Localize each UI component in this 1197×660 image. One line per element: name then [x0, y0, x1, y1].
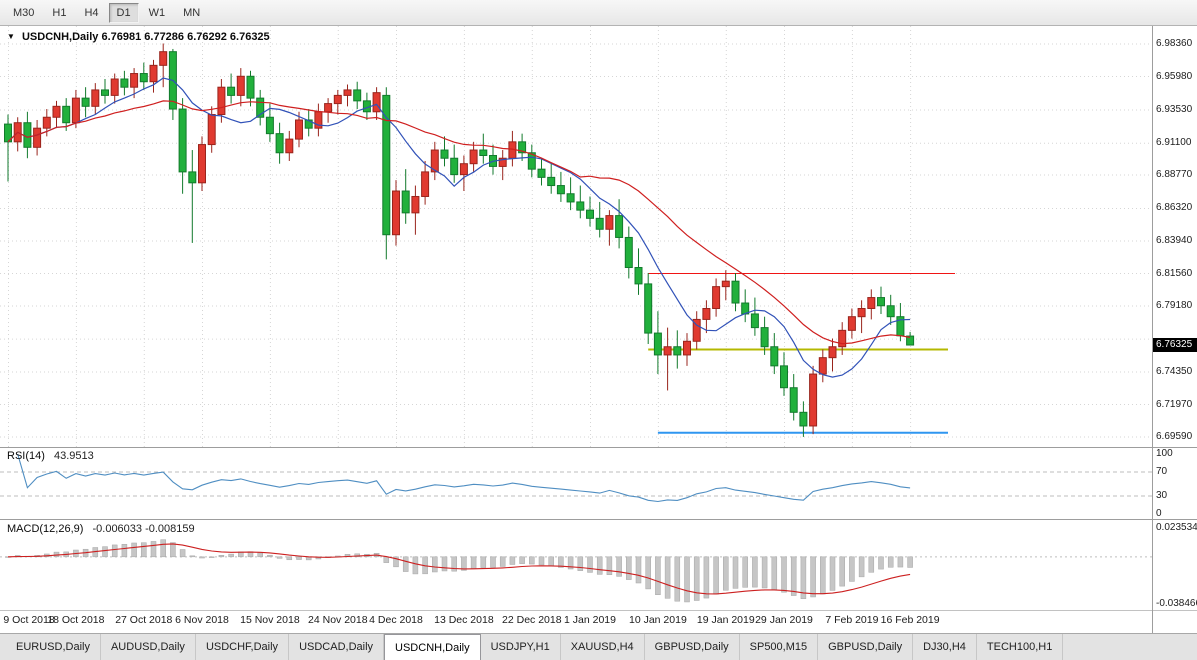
timeframe-button-m30[interactable]: M30 — [13, 6, 35, 19]
price-axis-label: 6.98360 — [1156, 38, 1193, 50]
date-axis-label: 9 Oct 2018 — [3, 614, 55, 626]
date-axis-label: 19 Jan 2019 — [696, 614, 755, 626]
price-axis-label: 6.74350 — [1156, 366, 1193, 377]
rsi-axis-label: 30 — [1156, 490, 1168, 501]
date-axis-label: 10 Jan 2019 — [628, 614, 687, 626]
timeframe-button-h4[interactable]: H4 — [84, 6, 99, 19]
date-axis-label: 18 Oct 2018 — [47, 614, 105, 626]
level-lines-layer[interactable] — [648, 273, 955, 434]
date-axis-separator — [0, 610, 1197, 611]
chart-tab-dj30-h4[interactable]: DJ30,H4 — [913, 634, 977, 660]
rsi-value: 43.9513 — [53, 450, 94, 462]
current-price-box: 6.76325 — [1153, 338, 1197, 353]
rsi-line — [17, 453, 911, 503]
date-axis-label: 13 Dec 2018 — [434, 614, 494, 626]
chart-tab-usdcad-daily[interactable]: USDCAD,Daily — [289, 634, 385, 660]
date-axis-label: 1 Jan 2019 — [564, 614, 616, 626]
macd-histogram — [5, 539, 913, 603]
chart-tab-usdchf-daily[interactable]: USDCHF,Daily — [196, 634, 290, 660]
price-axis-label: 6.69590 — [1156, 431, 1193, 443]
rsi-indicator-label: RSI(14) 43.9513 — [7, 450, 94, 462]
rsi-axis-label: 0 — [1156, 508, 1162, 519]
chart-title: ▼ USDCNH,Daily 6.76981 6.77286 6.76292 6… — [7, 31, 270, 43]
macd-axis-label: 0.023534 — [1156, 522, 1197, 533]
timeframe-button-mn[interactable]: MN — [183, 6, 201, 19]
ma-fast-line[interactable] — [7, 77, 911, 378]
chart-tab-gbpusd-daily[interactable]: GBPUSD,Daily — [818, 634, 914, 660]
timeframe-button-w1[interactable]: W1 — [148, 6, 166, 19]
price-axis-separator[interactable] — [1152, 26, 1153, 633]
chart-tab-usdjpy-h1[interactable]: USDJPY,H1 — [481, 634, 561, 660]
macd-values: -0.006033 -0.008159 — [92, 523, 195, 535]
chart-tab-audusd-daily[interactable]: AUDUSD,Daily — [101, 634, 196, 660]
chart-tab-eurusd-daily[interactable]: EURUSD,Daily — [6, 634, 101, 660]
timeframe-button-d1[interactable]: D1 — [108, 2, 139, 23]
timeframe-button-h1[interactable]: H1 — [52, 6, 67, 19]
rsi-name: RSI(14) — [7, 450, 45, 462]
macd-name: MACD(12,26,9) — [7, 523, 84, 535]
candles-layer — [4, 43, 915, 437]
timeframe-toolbar: M30 H1 H4 D1 W1 MN — [0, 0, 1197, 26]
macd-axis-label: -0.038466 — [1156, 597, 1197, 609]
chart-tab-gbpusd-daily[interactable]: GBPUSD,Daily — [645, 634, 740, 660]
chart-tab-usdcnh-daily[interactable]: USDCNH,Daily — [384, 634, 481, 660]
price-axis-label: 6.91100 — [1156, 137, 1192, 149]
price-axis-label: 6.88770 — [1156, 169, 1193, 181]
chart-tab-xauusd-h4[interactable]: XAUUSD,H4 — [561, 634, 645, 660]
price-axis-label: 6.79180 — [1156, 300, 1193, 312]
price-axis-label: 6.95980 — [1156, 70, 1193, 82]
panel-separator[interactable] — [0, 447, 1197, 448]
chart-tab-bar: EURUSD,Daily AUDUSD,Daily USDCHF,Daily USDC… — [0, 633, 1197, 660]
chart-collapse-icon[interactable]: ▼ — [7, 32, 15, 41]
chart-tab-sp500-m15[interactable]: SP500,M15 — [740, 634, 819, 660]
macd-panel-canvas[interactable] — [0, 520, 1152, 610]
macd-indicator-label: MACD(12,26,9) -0.006033 -0.008159 — [7, 523, 195, 535]
macd-signal-line — [7, 543, 911, 595]
date-axis-label: 6 Nov 2018 — [175, 614, 229, 626]
date-axis-label: 16 Feb 2019 — [880, 614, 940, 626]
price-axis-label: 6.93530 — [1156, 104, 1193, 115]
main-chart-canvas[interactable] — [0, 26, 1152, 447]
rsi-axis-label: 70 — [1156, 466, 1168, 477]
date-axis-label: 7 Feb 2019 — [825, 614, 879, 626]
chart-ohlc-values: 6.76981 6.77286 6.76292 6.76325 — [101, 31, 270, 43]
date-axis-label: 24 Nov 2018 — [308, 614, 368, 626]
rsi-panel-canvas[interactable] — [0, 448, 1152, 519]
panel-separator[interactable] — [0, 519, 1197, 520]
date-axis-label: 27 Oct 2018 — [115, 614, 173, 626]
price-axis-label: 6.83940 — [1156, 235, 1193, 246]
rsi-axis-label: 100 — [1156, 448, 1173, 459]
ma-slow-line[interactable] — [7, 100, 911, 345]
date-axis-label: 22 Dec 2018 — [502, 614, 562, 626]
chart-tab-tech100-h1[interactable]: TECH100,H1 — [977, 634, 1064, 660]
chart-symbol-label: USDCNH,Daily — [21, 31, 99, 43]
price-axis-label: 6.86320 — [1156, 202, 1193, 214]
date-axis-label: 29 Jan 2019 — [755, 614, 813, 626]
date-axis-label: 4 Dec 2018 — [369, 614, 423, 626]
price-axis-label: 6.81560 — [1156, 267, 1193, 279]
date-axis-label: 15 Nov 2018 — [240, 614, 300, 626]
price-axis-label: 6.71970 — [1156, 398, 1193, 410]
